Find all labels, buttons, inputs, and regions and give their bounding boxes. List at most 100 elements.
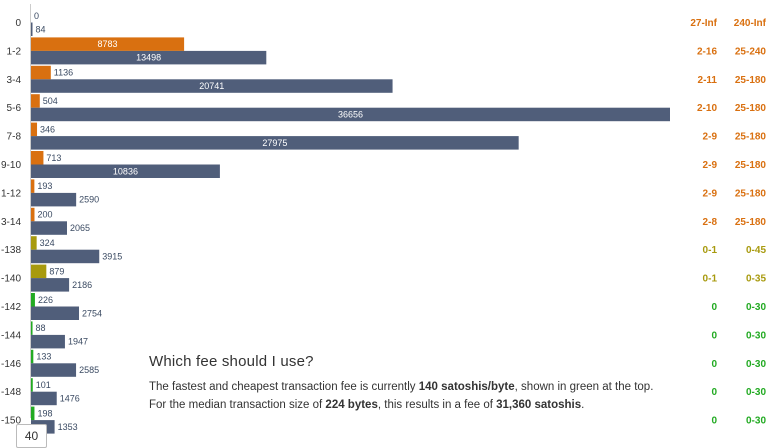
category-label: -144 bbox=[1, 330, 21, 341]
delay-blocks-label: 27-Inf bbox=[690, 18, 717, 29]
bar-first-series-label: 101 bbox=[36, 380, 51, 390]
bar-second-series bbox=[31, 107, 670, 122]
bar-first-series bbox=[31, 236, 37, 250]
bar-second-series bbox=[31, 50, 267, 65]
delay-blocks-label: 2-10 bbox=[697, 103, 717, 114]
bar-first-series-label: 879 bbox=[49, 266, 64, 276]
info-line2-pre: For the median transaction size of bbox=[149, 399, 326, 411]
info-line1-pre: The fastest and cheapest transaction fee… bbox=[149, 381, 419, 393]
category-label: 5-6 bbox=[7, 103, 22, 114]
delay-minutes-label: 0-30 bbox=[746, 359, 766, 370]
bar-first-series bbox=[31, 65, 51, 80]
bar-second-series-label: 27975 bbox=[262, 138, 287, 148]
bar-second-series-label: 2065 bbox=[70, 223, 90, 233]
bar-first-series-label: 198 bbox=[37, 408, 52, 418]
info-line1-post: , shown in green at the top. bbox=[514, 381, 654, 393]
bar-first-series-label: 193 bbox=[37, 181, 52, 191]
bar-second-series-label: 1947 bbox=[68, 337, 88, 347]
bar-second-series-label: 1476 bbox=[60, 393, 80, 403]
median-fee-total: 31,360 satoshis bbox=[496, 399, 582, 411]
delay-blocks-label: 0-1 bbox=[703, 245, 718, 256]
bar-second-series-label: 2186 bbox=[72, 280, 92, 290]
delay-blocks-label: 0 bbox=[711, 387, 717, 398]
delay-blocks-label: 2-9 bbox=[703, 160, 718, 171]
bar-second-series bbox=[31, 363, 77, 377]
bar-first-series-label: 346 bbox=[40, 124, 55, 134]
delay-blocks-label: 2-16 bbox=[697, 46, 717, 57]
delay-blocks-label: 0 bbox=[711, 416, 717, 427]
bar-first-series bbox=[31, 207, 35, 222]
delay-blocks-label: 2-8 bbox=[703, 217, 718, 228]
info-line-median: For the median transaction size of 224 b… bbox=[149, 398, 689, 413]
bar-first-series-label: 324 bbox=[40, 238, 55, 248]
bar-second-series-label: 10836 bbox=[113, 166, 138, 176]
delay-minutes-label: 0-30 bbox=[746, 416, 766, 427]
delay-minutes-label: 0-30 bbox=[746, 330, 766, 341]
category-label: 1-2 bbox=[7, 46, 22, 57]
bar-first-series bbox=[31, 37, 185, 51]
delay-minutes-label: 25-180 bbox=[735, 160, 767, 171]
bar-first-series-label: 713 bbox=[46, 153, 61, 163]
bar-first-series-label: 200 bbox=[37, 210, 52, 220]
bar-first-series-label: 1136 bbox=[54, 68, 73, 78]
delay-minutes-label: 25-180 bbox=[735, 132, 767, 143]
bar-second-series bbox=[31, 136, 519, 150]
delay-blocks-label: 0-1 bbox=[703, 274, 718, 285]
bar-first-series-label: 504 bbox=[43, 96, 58, 106]
delay-minutes-label: 25-180 bbox=[735, 75, 767, 86]
bar-first-series-label: 226 bbox=[38, 295, 53, 305]
bar-first-series bbox=[31, 264, 47, 279]
category-label: 0 bbox=[15, 18, 21, 29]
bar-first-series bbox=[31, 122, 38, 137]
delay-blocks-label: 2-9 bbox=[703, 188, 718, 199]
delay-minutes-label: 25-180 bbox=[735, 188, 767, 199]
category-label: -150 bbox=[1, 416, 21, 427]
bar-second-series bbox=[31, 79, 393, 93]
bar-second-series-label: 2590 bbox=[79, 195, 99, 205]
bar-second-series bbox=[31, 249, 100, 264]
category-label: -138 bbox=[1, 245, 21, 256]
category-label: -146 bbox=[1, 359, 21, 370]
bar-first-series bbox=[31, 349, 34, 364]
delay-blocks-label: 0 bbox=[711, 359, 717, 370]
bar-second-series-label: 2585 bbox=[79, 365, 99, 375]
bar-second-series-label: 84 bbox=[36, 24, 46, 34]
bar-second-series-label: 2754 bbox=[82, 308, 102, 318]
bar-second-series bbox=[31, 164, 220, 178]
info-line2-post: . bbox=[581, 399, 585, 411]
bar-second-series bbox=[31, 221, 67, 235]
delay-minutes-label: 25-180 bbox=[735, 217, 767, 228]
category-label: -140 bbox=[1, 274, 21, 285]
bar-second-series-label: 13498 bbox=[136, 53, 161, 63]
category-label: 9-10 bbox=[1, 160, 21, 171]
bar-second-series-label: 3915 bbox=[102, 251, 122, 261]
bar-second-series-label: 20741 bbox=[199, 81, 224, 91]
pagination-current-page[interactable]: 40 bbox=[16, 424, 47, 448]
bar-first-series bbox=[31, 151, 44, 165]
bar-first-series-label: 8783 bbox=[98, 39, 118, 49]
category-label: -142 bbox=[1, 302, 21, 313]
delay-blocks-label: 2-11 bbox=[698, 75, 718, 86]
bar-second-series bbox=[31, 192, 77, 207]
bar-second-series bbox=[31, 278, 70, 292]
median-tx-size: 224 bytes bbox=[325, 399, 378, 411]
bar-first-series bbox=[31, 378, 33, 392]
bar-second-series bbox=[31, 306, 80, 320]
info-line2-mid: , this results in a fee of bbox=[377, 399, 497, 411]
bar-second-series-label: 1353 bbox=[58, 422, 78, 432]
bar-second-series bbox=[31, 391, 57, 406]
category-label: 3-4 bbox=[7, 75, 22, 86]
bar-first-series bbox=[31, 293, 35, 307]
delay-blocks-label: 0 bbox=[711, 302, 717, 313]
delay-blocks-label: 2-9 bbox=[703, 132, 718, 143]
delay-minutes-label: 0-35 bbox=[746, 274, 766, 285]
info-line-fastest: The fastest and cheapest transaction fee… bbox=[149, 380, 689, 395]
delay-minutes-label: 0-30 bbox=[746, 302, 766, 313]
bar-first-series bbox=[31, 179, 35, 193]
category-label: -148 bbox=[1, 387, 21, 398]
bar-first-series-label: 88 bbox=[36, 323, 46, 333]
delay-minutes-label: 240-Inf bbox=[734, 18, 767, 29]
bar-second-series bbox=[31, 22, 33, 36]
fee-histogram-chart: 0 0 84 27-Inf 240-Inf 1-2 8783 13498 2-16 25-240 3… bbox=[1, 4, 767, 434]
category-label: 7-8 bbox=[7, 132, 22, 143]
